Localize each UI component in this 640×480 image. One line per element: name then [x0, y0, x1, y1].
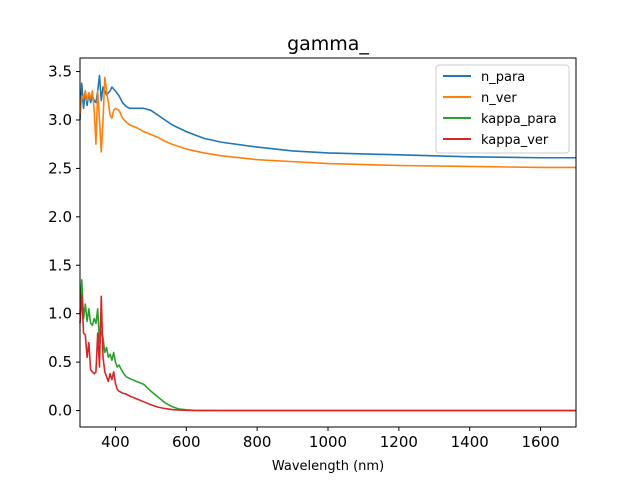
x-tick-label: 400: [101, 433, 130, 451]
x-tick-label: 1400: [451, 433, 489, 451]
x-tick-label: 1600: [521, 433, 559, 451]
series-line-0: [79, 74, 576, 159]
x-tick-label: 1000: [309, 433, 347, 451]
y-axis-ticks: 0.0 0.5 1.0 1.5 2.0 2.5 3.0 3.5: [48, 63, 80, 420]
chart-title: gamma_: [287, 33, 369, 55]
x-axis-label: Wavelength (nm): [272, 459, 384, 474]
y-tick-label: 1.0: [48, 305, 72, 323]
series-line-3: [79, 293, 576, 412]
y-tick-label: 3.0: [48, 111, 72, 129]
series-line-1: [79, 76, 576, 169]
legend: n_para n_ver kappa_para kappa_ver: [435, 64, 570, 154]
legend-label-0: n_para: [481, 70, 525, 85]
legend-label-1: n_ver: [481, 91, 517, 106]
x-tick-label: 1200: [380, 433, 418, 451]
x-tick-label: 800: [243, 433, 272, 451]
y-tick-label: 2.0: [48, 208, 72, 226]
y-tick-label: 3.5: [48, 63, 72, 81]
y-tick-label: 0.5: [48, 353, 72, 371]
x-tick-label: 600: [172, 433, 201, 451]
legend-label-2: kappa_para: [481, 112, 557, 127]
legend-box: [435, 64, 570, 154]
plot-lines: [79, 74, 576, 412]
y-tick-label: 1.5: [48, 256, 72, 274]
y-tick-label: 2.5: [48, 159, 72, 177]
legend-label-3: kappa_ver: [481, 133, 549, 148]
y-tick-label: 0.0: [48, 402, 72, 420]
x-axis-ticks: 400 600 800 1000 1200 1400 1600: [101, 427, 560, 451]
